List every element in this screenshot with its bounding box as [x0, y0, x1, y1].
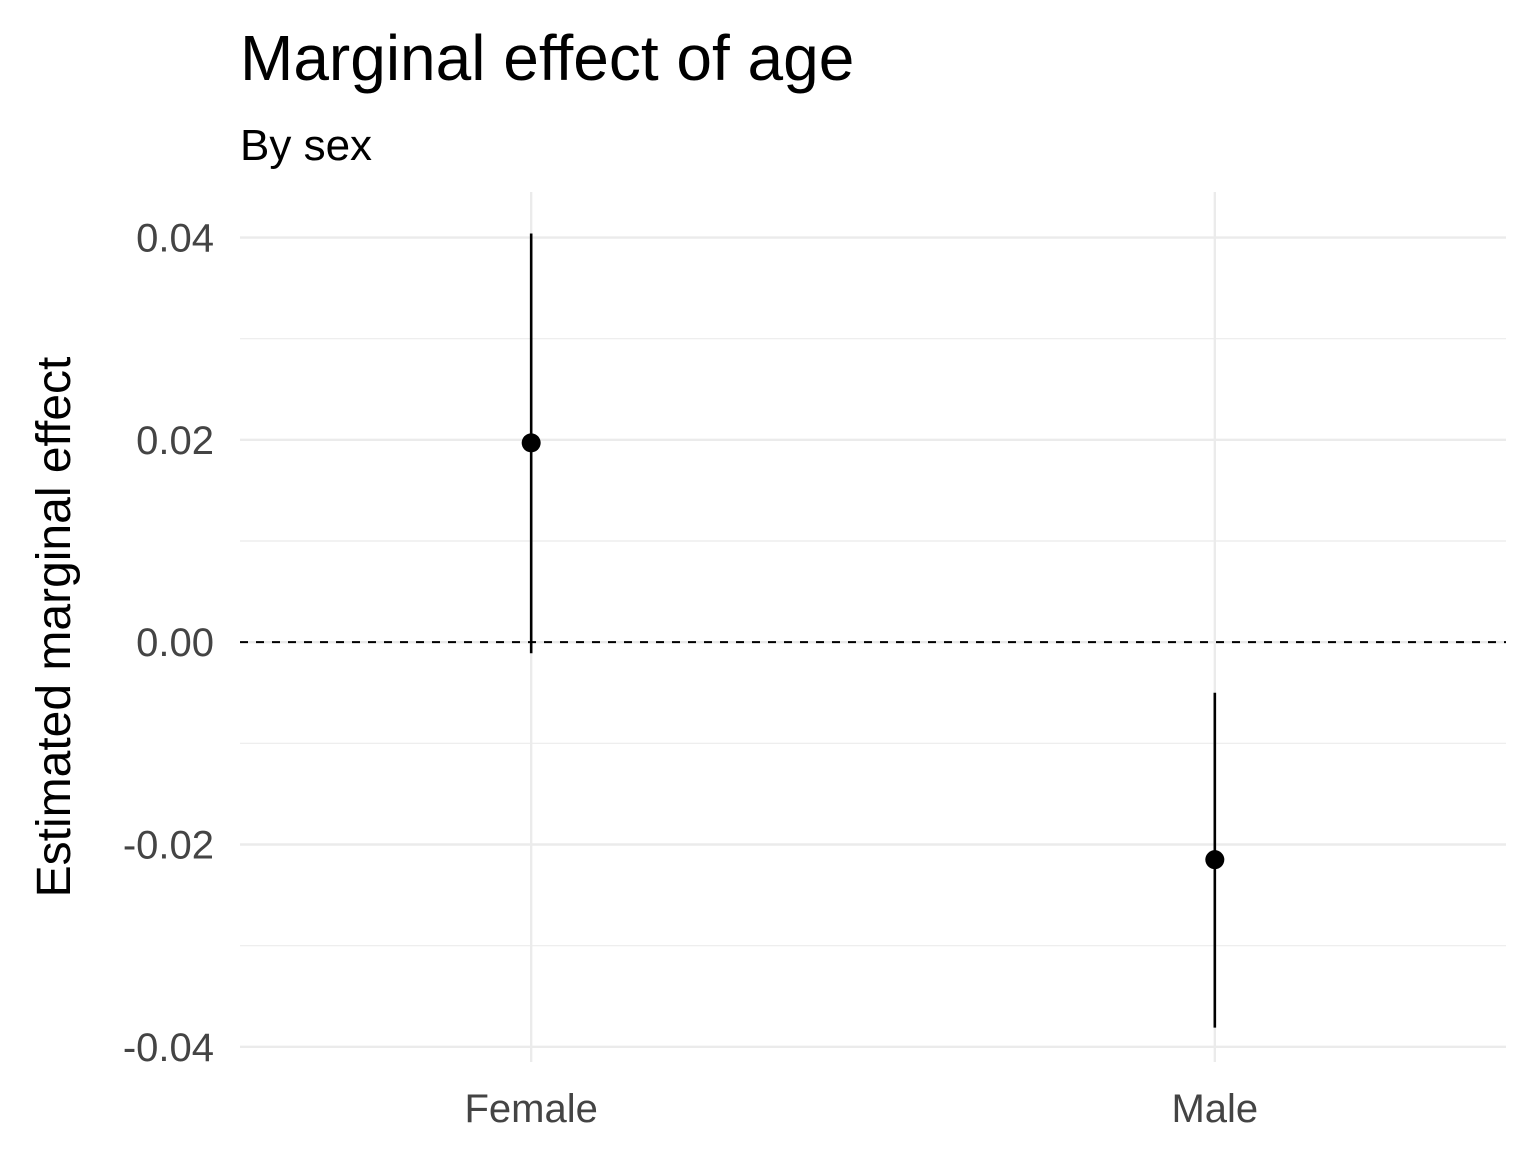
y-tick-label: -0.04	[123, 1026, 214, 1070]
y-tick-label: 0.02	[136, 419, 214, 463]
x-tick-label: Male	[1171, 1087, 1258, 1131]
point-estimate-female	[521, 433, 541, 453]
point-estimate-male	[1205, 850, 1225, 870]
chart-subtitle: By sex	[240, 121, 372, 170]
grid-lines	[240, 192, 1506, 1062]
y-axis-label: Estimated marginal effect	[28, 357, 81, 898]
data-marks	[521, 233, 1225, 1028]
chart-title: Marginal effect of age	[240, 22, 854, 94]
tick-labels: -0.04 -0.02 0.00 0.02 0.04 Female Male	[123, 217, 1258, 1131]
y-tick-label: -0.02	[123, 824, 214, 868]
y-tick-label: 0.04	[136, 217, 214, 261]
x-tick-label: Female	[464, 1087, 597, 1131]
y-tick-label: 0.00	[136, 621, 214, 665]
